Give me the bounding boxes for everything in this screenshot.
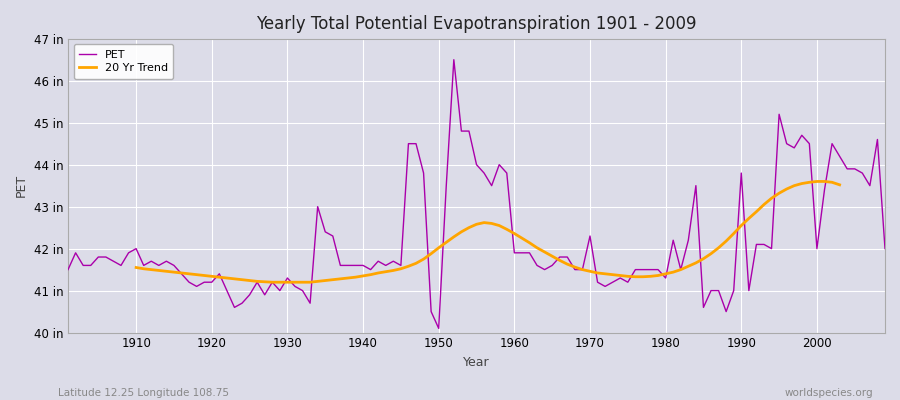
PET [517,250,527,255]
Line: 20 Yr Trend: 20 Yr Trend [136,182,840,282]
PET [448,57,459,62]
PET [335,263,346,268]
20 Yr Trend [812,179,823,184]
20 Yr Trend [433,245,444,250]
PET [123,250,134,255]
Text: Latitude 12.25 Longitude 108.75: Latitude 12.25 Longitude 108.75 [58,388,230,398]
PET [290,284,301,289]
Legend: PET, 20 Yr Trend: PET, 20 Yr Trend [74,44,174,79]
PET [433,326,444,331]
20 Yr Trend [410,261,421,266]
20 Yr Trend [267,280,278,285]
Line: PET: PET [68,60,885,328]
PET [879,246,890,251]
20 Yr Trend [130,265,141,270]
20 Yr Trend [252,279,263,284]
PET [524,250,535,255]
20 Yr Trend [834,182,845,187]
20 Yr Trend [320,278,330,283]
20 Yr Trend [668,270,679,274]
Y-axis label: PET: PET [15,174,28,197]
X-axis label: Year: Year [464,356,490,369]
Text: worldspecies.org: worldspecies.org [785,388,873,398]
Title: Yearly Total Potential Evapotranspiration 1901 - 2009: Yearly Total Potential Evapotranspiratio… [256,15,697,33]
PET [615,276,626,280]
PET [63,267,74,272]
20 Yr Trend [562,262,572,266]
